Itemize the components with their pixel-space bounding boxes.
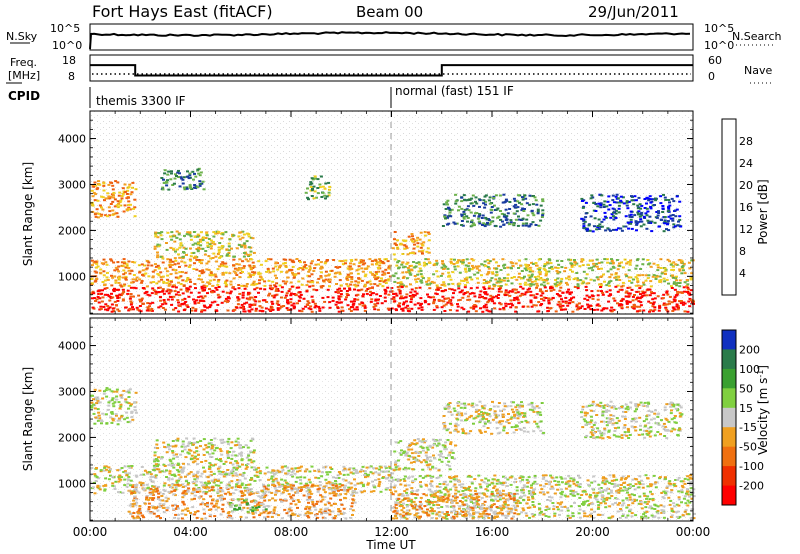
freq-trace xyxy=(90,64,693,77)
power-y-ticks: 1000 2000 3000 4000 xyxy=(58,110,693,314)
radar-title: Fort Hays East (fitACF) xyxy=(92,2,273,21)
beam-label: Beam 00 xyxy=(356,3,423,21)
freq-panel: Freq. [MHz] 18 8 60 0 Nave xyxy=(6,54,772,84)
cpid-panel: CPID themis 3300 IF normal (fast) 151 IF xyxy=(8,84,514,108)
noise-right-label: N.Search xyxy=(732,30,782,43)
noise-right-tick-top: 10^5 xyxy=(704,22,734,35)
cpid-program-2: normal (fast) 151 IF xyxy=(395,84,514,98)
power-panel: 1000 2000 3000 4000 Slant Range [km] xyxy=(21,110,695,315)
noise-left-tick-top: 10^5 xyxy=(50,22,80,35)
colorbar-tick-label: 16 xyxy=(739,201,753,214)
noise-left-label: N.Sky xyxy=(6,30,38,43)
colorbar-tick-label: 4 xyxy=(739,267,746,280)
noise-right-tick-bottom: 10^0 xyxy=(704,39,734,52)
freq-label-line1: Freq. xyxy=(10,56,37,69)
cpid-program-1: themis 3300 IF xyxy=(96,94,186,108)
y-tick-label: 2000 xyxy=(58,224,86,237)
freq-left-tick-bottom: 8 xyxy=(68,70,75,83)
cpid-label: CPID xyxy=(8,89,40,103)
colorbar-tick-label: 20 xyxy=(739,179,753,192)
freq-label-line2: [MHz] xyxy=(8,69,40,82)
colorbar-tick-label: 8 xyxy=(739,245,746,258)
nave-label: Nave xyxy=(744,64,772,77)
noise-trace xyxy=(89,31,691,50)
y-tick-label: 3000 xyxy=(58,178,86,191)
y-tick-label: 4000 xyxy=(58,133,86,146)
colorbar-frame xyxy=(721,118,737,296)
colorbar-tick-label: 28 xyxy=(739,135,753,148)
nave-right-tick-bottom: 0 xyxy=(708,70,715,83)
freq-left-tick-top: 18 xyxy=(62,54,76,67)
noise-left-tick-bottom: 10^0 xyxy=(52,39,82,52)
nave-right-tick-top: 60 xyxy=(708,54,722,67)
power-ylabel: Slant Range [km] xyxy=(21,162,35,266)
colorbar-tick-label: 12 xyxy=(739,223,753,236)
y-tick-label: 1000 xyxy=(58,270,86,283)
noise-panel: N.Sky 10^5 10^0 10^5 10^0 N.Search xyxy=(6,22,782,52)
power-colorbar: 4 8 12 16 20 24 28 xyxy=(721,118,753,296)
power-colorbar-label: Power [dB] xyxy=(756,179,770,244)
date-label: 29/Jun/2011 xyxy=(588,3,679,21)
colorbar-tick-label: 24 xyxy=(739,157,753,170)
